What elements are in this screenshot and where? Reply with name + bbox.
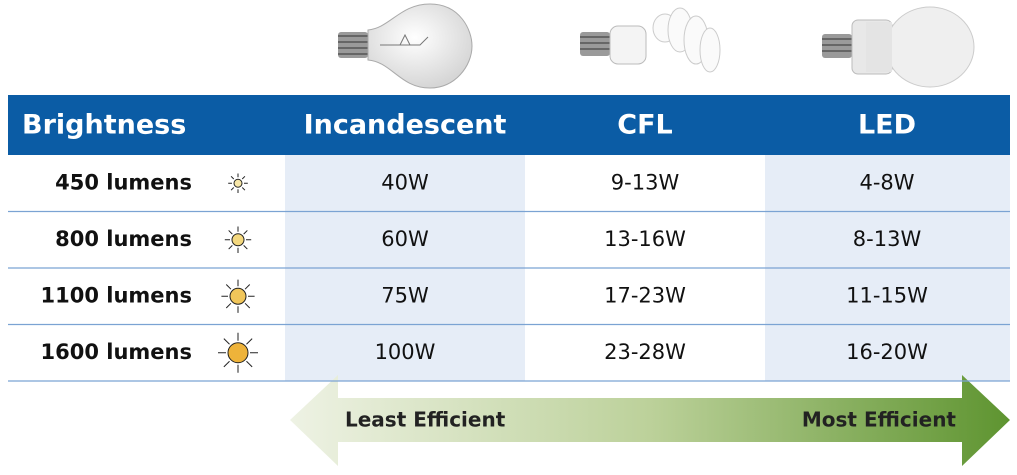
- arrow-left-label: Least Efficient: [345, 408, 506, 432]
- sun-ray: [246, 338, 253, 345]
- led-bulb: [822, 6, 975, 88]
- sun-icon: [221, 279, 255, 313]
- column-header: CFL: [617, 110, 672, 141]
- brightness-label: 1600 lumens: [41, 340, 192, 364]
- sun-ray: [244, 302, 251, 309]
- sun-disc: [227, 342, 249, 364]
- wattage: 11-15W: [846, 283, 928, 307]
- sun-disc: [231, 233, 245, 247]
- sun-ray: [228, 245, 233, 250]
- sun-ray: [228, 230, 233, 235]
- sun-ray: [225, 284, 232, 290]
- wattage: 16-20W: [846, 340, 928, 364]
- brightness-label: 1100 lumens: [41, 283, 192, 307]
- incandescent-bulb: [338, 3, 473, 89]
- brightness-label: 800 lumens: [55, 227, 192, 251]
- arrow-right-label: Most Efficient: [802, 408, 957, 432]
- sun-ray: [223, 338, 230, 345]
- wattage: 100W: [375, 340, 436, 364]
- column-header: Brightness: [22, 110, 186, 141]
- wattage: 9-13W: [611, 170, 680, 194]
- sun-ray: [241, 187, 246, 191]
- sun-icon: [228, 173, 248, 194]
- wattage: 40W: [381, 170, 429, 194]
- sun-ray: [243, 245, 248, 250]
- cfl-bulb: [580, 7, 721, 73]
- column-header: Incandescent: [304, 110, 507, 141]
- sun-disc: [229, 287, 247, 305]
- sun-ray: [225, 302, 232, 309]
- sun-ray: [244, 284, 251, 290]
- wattage: 8-13W: [853, 227, 922, 251]
- wattage: 60W: [381, 227, 429, 251]
- wattage: 17-23W: [604, 283, 686, 307]
- sun-ray: [230, 175, 235, 180]
- sun-ray: [223, 360, 230, 368]
- table: Brightness Incandescent CFL LED 450 lumens 40…: [8, 110, 1010, 382]
- sun-ray: [243, 230, 248, 235]
- sun-disc: [233, 178, 243, 188]
- brightness-label: 450 lumens: [55, 170, 192, 194]
- header-band: [8, 95, 1010, 155]
- wattage: 23-28W: [604, 340, 686, 364]
- efficiency-arrow: [290, 375, 1010, 466]
- sun-icon: [224, 226, 252, 253]
- sun-ray: [230, 187, 235, 191]
- wattage: 4-8W: [859, 170, 914, 194]
- wattage: 75W: [381, 283, 429, 307]
- column-header: LED: [858, 110, 916, 141]
- sun-ray: [246, 360, 253, 368]
- sun-icon: [218, 332, 258, 373]
- wattage: 13-16W: [604, 227, 686, 251]
- sun-ray: [241, 175, 246, 180]
